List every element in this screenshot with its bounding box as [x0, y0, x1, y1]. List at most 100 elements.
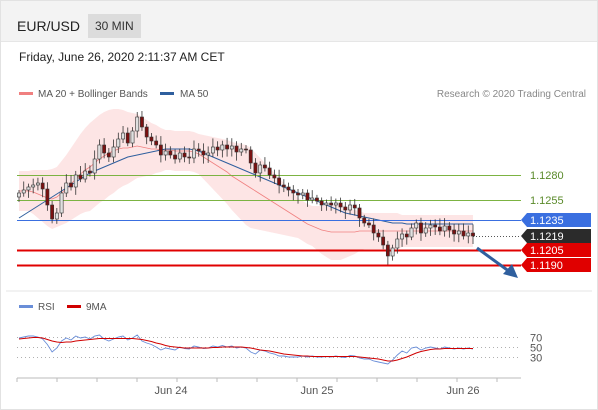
candle-body [225, 144, 229, 150]
candle-body [291, 189, 296, 194]
candle-body [319, 200, 324, 206]
ma9-legend-swatch [67, 305, 81, 308]
candle-body [348, 204, 352, 211]
support-label-4: 1.1205 [530, 245, 564, 257]
candle-body [130, 130, 135, 144]
x-tick-label-1: Jun 25 [300, 385, 333, 397]
rsi-level-label-2: 30 [530, 353, 542, 365]
candle-body [78, 174, 83, 180]
x-tick-label-2: Jun 26 [446, 385, 479, 397]
candle-body [409, 227, 414, 238]
research-credit: Research © 2020 Trading Central [437, 89, 586, 100]
candles [17, 111, 475, 265]
candle-body [310, 197, 315, 201]
candle-body [452, 229, 456, 235]
candle-body [206, 152, 211, 156]
candle-body [296, 192, 300, 196]
candle-body [437, 226, 442, 232]
candle-body [135, 116, 140, 132]
candle-body [456, 230, 461, 235]
rsi-level-label-1: 50 [530, 343, 542, 355]
timeframe-tab[interactable]: 30 MIN [88, 14, 141, 38]
forecast-arrow [476, 246, 518, 278]
candle-body [45, 188, 50, 206]
timestamp: Friday, June 26, 2020 2:11:37 AM CET [19, 50, 225, 64]
candle-body [69, 182, 73, 188]
pivot-label-bg [521, 213, 591, 227]
candle-body [54, 212, 59, 220]
resistance-label-0: 1.1280 [530, 170, 564, 182]
candle-body [121, 132, 125, 140]
candle-body [187, 156, 192, 159]
x-tick-label-0: Jun 24 [154, 385, 187, 397]
candle-body [163, 150, 168, 156]
candle-body [92, 158, 97, 174]
candle-body [461, 230, 466, 237]
candle-body [17, 192, 21, 198]
candle-body [59, 192, 64, 214]
tab-bar: EUR/USD 30 MIN [1, 1, 597, 42]
candle-body [31, 184, 36, 188]
candle-body [442, 225, 447, 232]
support-label-5: 1.1190 [530, 260, 563, 272]
candle-body [414, 222, 419, 229]
candle-body [272, 174, 277, 179]
arrow-head [503, 264, 518, 278]
rsi-legend-label: RSI [38, 302, 55, 313]
candle-body [210, 146, 215, 154]
candle-body [428, 224, 433, 229]
candle-body [267, 167, 272, 176]
candle-body [300, 192, 305, 196]
last-price-label: 1.1219 [530, 231, 564, 243]
candle-body [215, 146, 220, 151]
candle-body [400, 233, 404, 240]
resistance-label-1: 1.1255 [530, 195, 564, 207]
candle-body [286, 186, 291, 191]
candle-body [239, 148, 244, 153]
candle-body [324, 202, 329, 206]
candle-body [315, 197, 319, 202]
candle-body [362, 217, 367, 224]
candle-body [36, 182, 40, 186]
candle-body [381, 236, 386, 246]
candle-body [371, 224, 376, 234]
candle-body [201, 150, 206, 156]
candle-body [229, 145, 234, 150]
candle-body [423, 227, 428, 234]
ma50-legend-label: MA 50 [180, 89, 209, 100]
support-label-4-bg [521, 243, 591, 257]
candle-body [419, 222, 423, 234]
candle-body [173, 154, 177, 160]
candle-body [305, 192, 310, 201]
candle-body [192, 148, 196, 159]
pivot-label: 1.1235 [530, 215, 564, 227]
last-price-label-bg [521, 229, 591, 243]
candle-body [97, 144, 102, 160]
candle-body [281, 184, 286, 188]
candle-body [196, 148, 201, 152]
candle-body [102, 144, 107, 154]
ma50-legend-swatch [160, 92, 174, 95]
candle-body [234, 145, 239, 153]
candle-body [140, 116, 144, 128]
rsi-level-label-0: 70 [530, 333, 542, 345]
candle-body [144, 126, 149, 138]
candle-body [343, 206, 348, 211]
candle-body [329, 202, 334, 206]
candle-body [263, 164, 267, 169]
bollinger-legend-label: MA 20 + Bollinger Bands [38, 89, 148, 100]
candle-body [433, 224, 438, 228]
candle-body [106, 152, 111, 158]
x-axis-ticks: Jun 24 Jun 25 Jun 26 [16, 378, 498, 397]
candle-body [466, 232, 471, 237]
candle-body [111, 146, 116, 158]
ma9-legend-label: 9MA [86, 302, 107, 313]
candle-body [253, 162, 258, 174]
candle-body [154, 140, 159, 146]
candle-body [64, 182, 69, 194]
candle-body [149, 136, 154, 142]
support-label-5-bg [521, 258, 591, 272]
candle-body [258, 164, 263, 174]
